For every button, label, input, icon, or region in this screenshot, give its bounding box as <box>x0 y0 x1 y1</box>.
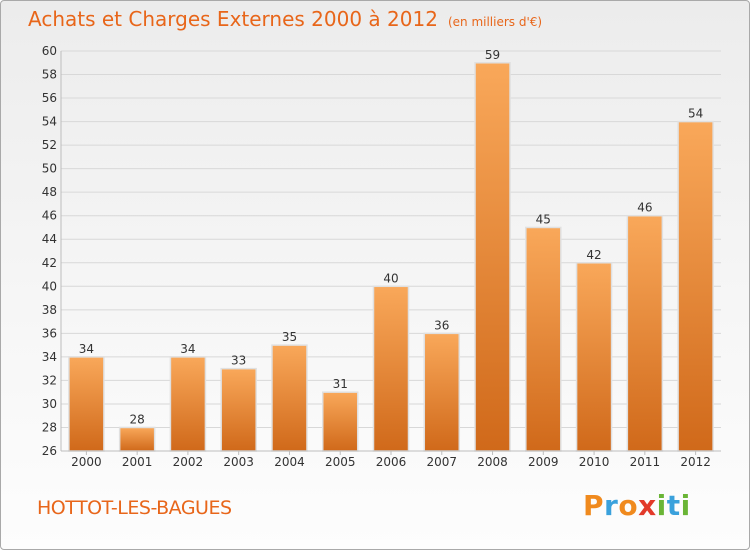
logo-letter: x <box>638 489 657 522</box>
bar-value-label: 33 <box>231 354 246 368</box>
bar-value-label: 34 <box>79 342 94 356</box>
y-tick-label: 56 <box>42 91 57 105</box>
logo-letter: i <box>680 489 691 522</box>
y-tick-label: 42 <box>42 256 57 270</box>
x-tick-label: 2008 <box>477 455 508 469</box>
y-tick-label: 40 <box>42 279 57 293</box>
bar-value-label: 34 <box>180 342 195 356</box>
x-tick-label: 2003 <box>223 455 254 469</box>
y-tick-label: 44 <box>42 232 57 246</box>
x-tick-label: 2006 <box>376 455 407 469</box>
town-name: HOTTOT-LES-BAGUES <box>37 497 232 519</box>
bar-2004 <box>271 344 308 452</box>
y-tick-label: 30 <box>42 397 57 411</box>
bar-2000 <box>68 356 105 452</box>
y-tick-label: 60 <box>42 44 57 58</box>
bar-value-label: 36 <box>434 318 449 332</box>
y-tick-label: 58 <box>42 68 57 82</box>
x-tick-label: 2000 <box>71 455 102 469</box>
bars: 34 28 34 33 35 31 40 36 59 45 42 46 54 <box>68 48 714 452</box>
bar-2006 <box>372 285 410 452</box>
bar-2010 <box>575 262 613 452</box>
logo-letter: o <box>618 489 639 522</box>
chart-title-text: Achats et Charges Externes 2000 à 2012 <box>28 7 438 31</box>
bar-2011 <box>626 214 664 452</box>
bar-value-label: 35 <box>282 330 297 344</box>
axes: 26 28 30 32 34 36 38 40 42 44 46 48 50 52 54 56 58 60 2000… <box>42 44 721 469</box>
bar-2003 <box>220 367 257 452</box>
logo-letter: i <box>656 489 667 522</box>
x-tick-label: 2009 <box>528 455 559 469</box>
chart-unit-note: (en milliers d'€) <box>447 15 543 29</box>
logo-letter: P <box>583 489 605 522</box>
logo-letter: t <box>666 489 681 522</box>
logo-letter: r <box>604 489 619 522</box>
bar-2005 <box>321 391 359 452</box>
bar-value-label: 40 <box>383 271 398 285</box>
y-tick-label: 50 <box>42 162 57 176</box>
bar-value-label: 31 <box>333 377 348 391</box>
y-tick-label: 36 <box>42 326 57 340</box>
y-tick-label: 28 <box>42 420 57 434</box>
bar-2001 <box>118 426 156 452</box>
bar-2009 <box>525 226 562 452</box>
bar-value-label: 28 <box>130 412 145 426</box>
x-tick-label: 2001 <box>122 455 153 469</box>
bar-2007 <box>423 332 461 452</box>
y-tick-label: 52 <box>42 138 57 152</box>
bar-value-label: 45 <box>536 212 551 226</box>
y-tick-label: 54 <box>42 115 57 129</box>
proxiti-logo[interactable]: Proxiti <box>583 489 691 522</box>
x-tick-label: 2005 <box>325 455 356 469</box>
y-tick-label: 32 <box>42 373 57 387</box>
bar-value-label: 54 <box>688 107 703 121</box>
bar-value-label: 59 <box>485 48 500 62</box>
x-tick-label: 2007 <box>426 455 457 469</box>
x-tick-label: 2002 <box>173 455 204 469</box>
bar-2002 <box>169 356 207 452</box>
x-tick-label: 2004 <box>274 455 305 469</box>
bar-2012 <box>677 120 714 452</box>
chart-title: Achats et Charges Externes 2000 à 2012 (e… <box>28 7 542 31</box>
x-tick-label: 2010 <box>579 455 610 469</box>
y-tick-label: 26 <box>42 444 57 458</box>
y-tick-label: 48 <box>42 185 57 199</box>
y-tick-label: 46 <box>42 209 57 223</box>
x-tick-label: 2011 <box>630 455 661 469</box>
x-tick-label: 2012 <box>680 455 711 469</box>
bar-value-label: 46 <box>637 201 652 215</box>
y-tick-label: 38 <box>42 303 57 317</box>
y-tick-label: 34 <box>42 350 57 364</box>
bar-value-label: 42 <box>586 248 601 262</box>
bar-2008 <box>474 62 511 452</box>
